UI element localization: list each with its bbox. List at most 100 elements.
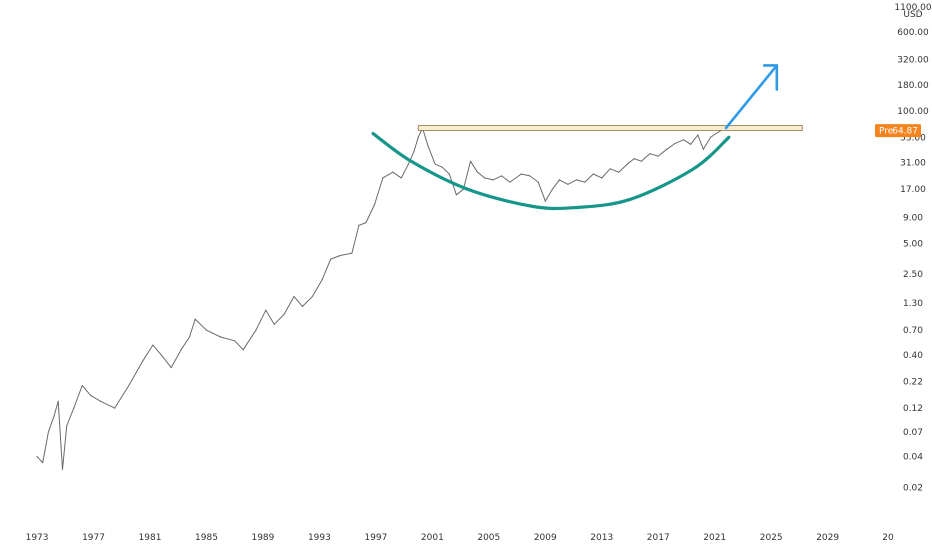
price-point-39 (392, 171, 394, 173)
price-point-11 (114, 407, 116, 409)
y-tick-label: 320.00 (897, 56, 929, 66)
x-tick-label: 2029 (816, 533, 839, 543)
price-point-62 (558, 179, 561, 181)
price-point-58 (529, 175, 531, 177)
price-point-81 (709, 136, 712, 138)
y-tick-label: 0.02 (903, 483, 923, 493)
y-tick-label: 31.00 (900, 159, 926, 169)
x-tick-label: 1993 (308, 533, 331, 543)
resistance-level[interactable] (417, 125, 803, 131)
price-point-42 (413, 150, 415, 153)
price-badge-label: Pre (879, 127, 894, 137)
price-point-13 (142, 360, 144, 362)
price-point-37 (373, 204, 376, 206)
price-point-73 (649, 153, 651, 155)
x-tick-label: 2009 (534, 533, 557, 543)
price-point-17 (180, 349, 182, 351)
price-point-64 (575, 179, 577, 181)
price-badge-box (875, 124, 921, 138)
price-point-28 (293, 295, 295, 298)
x-tick-label: 2005 (477, 533, 500, 543)
price-point-19 (194, 318, 196, 320)
price-point-45 (427, 145, 429, 147)
price-point-77 (683, 139, 685, 141)
y-tick-label: 180.00 (897, 81, 929, 91)
y-tick-label: 600.00 (897, 28, 929, 38)
price-point-63 (567, 183, 569, 185)
price-point-2 (47, 431, 49, 433)
price-point-71 (633, 158, 635, 160)
price-point-33 (339, 254, 342, 257)
y-tick-label: 0.40 (903, 351, 923, 361)
price-point-3 (53, 415, 55, 417)
price-point-82 (715, 132, 717, 135)
price-point-35 (358, 224, 360, 227)
cup-curve[interactable] (371, 131, 731, 211)
x-axis[interactable]: 1973 1977 1981 1985 1989 1993 1997 2001 2005 2009… (26, 533, 894, 543)
price-point-20 (205, 329, 208, 331)
price-badge-value: 64.87 (892, 127, 918, 137)
y-axis[interactable]: 1100.00 600.00 320.00 180.00 100.00 55.00 31.0… (894, 3, 931, 493)
y-tick-label: 9.00 (903, 213, 923, 223)
price-point-74 (657, 155, 659, 157)
breakout-arrow[interactable] (724, 64, 779, 130)
price-point-8 (81, 384, 83, 387)
price-point-38 (382, 177, 384, 179)
price-point-48 (448, 173, 450, 175)
price-point-80 (702, 148, 705, 150)
y-tick-label: 0.12 (903, 404, 923, 414)
price-point-46 (434, 163, 436, 165)
y-tick-label: 1100.00 (894, 3, 931, 13)
price-point-27 (283, 313, 285, 316)
y-tick-label: 0.07 (903, 428, 923, 438)
y-tick-label: 17.00 (900, 185, 926, 195)
x-tick-label: 2017 (647, 533, 670, 543)
price-point-43 (417, 136, 419, 138)
price-point-76 (674, 142, 676, 144)
price-point-26 (273, 323, 275, 325)
x-tick-label: 2021 (703, 533, 726, 543)
y-tick-label: 5.00 (903, 239, 923, 249)
price-point-66 (592, 173, 594, 175)
price-point-67 (601, 177, 603, 179)
price-point-24 (255, 329, 257, 331)
price-point-25 (265, 309, 267, 311)
x-tick-label: 1985 (195, 533, 218, 543)
price-point-79 (697, 134, 699, 136)
price-point-29 (301, 305, 304, 307)
price-point-41 (407, 163, 409, 165)
breakout-arrowhead (762, 64, 779, 91)
price-point-78 (690, 143, 692, 145)
price-point-23 (242, 349, 244, 351)
y-tick-label: 0.70 (903, 326, 923, 336)
price-point-9 (90, 394, 92, 397)
y-tick-label: 0.04 (903, 453, 923, 463)
x-tick-label: 1977 (82, 533, 105, 543)
price-point-21 (219, 336, 222, 338)
y-tick-label: 2.50 (903, 270, 923, 280)
currency-label: USD (903, 10, 922, 20)
price-point-14 (152, 344, 154, 346)
price-point-49 (455, 194, 457, 196)
price-point-47 (441, 166, 443, 168)
x-tick-label: 1989 (251, 533, 274, 543)
price-point-4 (57, 400, 59, 402)
price-point-59 (537, 181, 539, 183)
price-point-12 (128, 384, 130, 387)
price-point-7 (73, 407, 75, 409)
annotation-layer (371, 64, 803, 211)
x-tick-label: 20 (882, 533, 894, 543)
price-point-61 (551, 188, 553, 190)
price-point-53 (483, 177, 486, 179)
x-tick-label: 1973 (26, 533, 49, 543)
price-point-10 (99, 400, 102, 402)
price-point-51 (469, 160, 472, 162)
price-point-52 (476, 171, 479, 173)
x-tick-label: 1997 (364, 533, 387, 543)
price-point-69 (618, 171, 620, 173)
price-point-57 (520, 173, 522, 175)
price-point-15 (160, 354, 162, 356)
price-line (36, 127, 723, 470)
